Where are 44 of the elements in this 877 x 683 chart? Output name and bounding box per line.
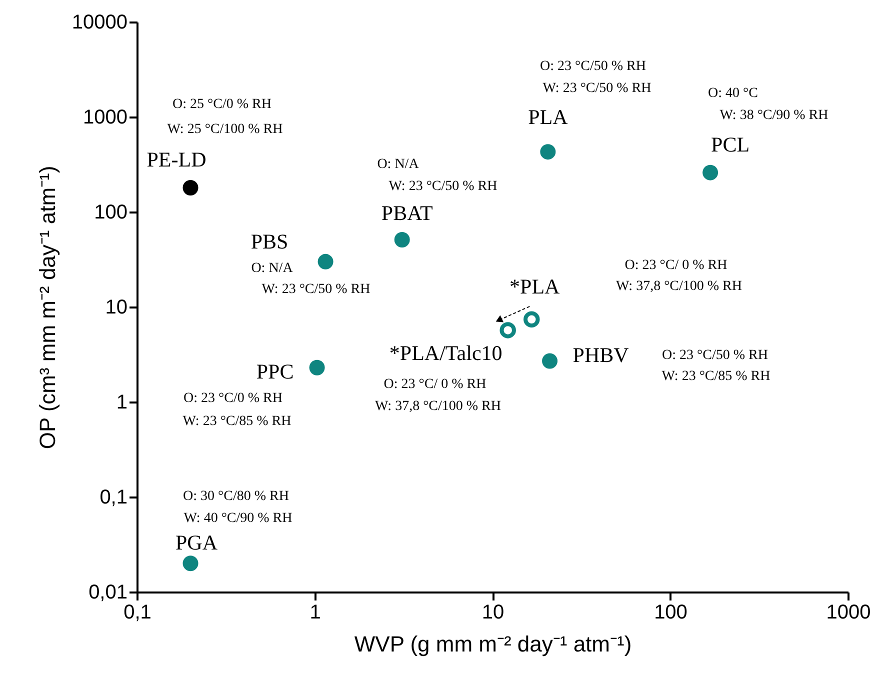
data-label: PLA — [528, 104, 569, 129]
data-label: *PLA/Talc10 — [389, 341, 502, 366]
data-label: PHBV — [572, 343, 629, 368]
annotation: W: 37,8 °C/100 % RH — [616, 279, 742, 294]
annotation: O: 23 °C/ 0 % RH — [384, 377, 486, 392]
data-label: PCL — [711, 132, 750, 157]
annotation: O: 23 °C/0 % RH — [184, 391, 282, 406]
data-label: PBAT — [381, 200, 433, 225]
annotation: W: 25 °C/100 % RH — [167, 122, 283, 137]
x-axis-title: WVP (g mm m⁻² day⁻¹ atm⁻¹) — [354, 632, 632, 656]
annotation: O: 23 °C/ 0 % RH — [624, 258, 728, 273]
x-tick-label: 10 — [482, 602, 504, 624]
y-tick-label: 10000 — [72, 12, 128, 34]
data-label: PE-LD — [146, 148, 206, 172]
annotation: W: 23 °C/85 % RH — [662, 369, 770, 384]
y-tick-label: 10 — [105, 296, 128, 318]
annotation: W: 37,8 °C/100 % RH — [374, 399, 502, 414]
annotation: W: 23 °C/50 % RH — [388, 179, 498, 194]
data-label: PGA — [176, 530, 218, 554]
data-label: PPC — [256, 360, 294, 384]
y-tick-label: 0,01 — [88, 582, 128, 604]
annotation: O: N/A — [251, 261, 294, 276]
data-label: *PLA — [510, 274, 561, 298]
annotation: O: N/A — [377, 157, 420, 172]
x-tick-label: 1 — [310, 602, 321, 624]
annotation: O: 40 °C — [708, 86, 758, 101]
annotation: W: 23 °C/50 % RH — [262, 282, 370, 297]
y-tick-label: 0,1 — [100, 486, 128, 508]
annotation: O: 23 °C/50 % RH — [540, 59, 646, 74]
annotation: O: 30 °C/80 % RH — [183, 489, 289, 504]
y-axis-title: OP (cm³ mm m⁻² day⁻¹ atm⁻¹) — [34, 166, 60, 450]
x-tick-label: 0,1 — [124, 602, 152, 624]
annotation: W: 23 °C/85 % RH — [182, 414, 292, 429]
annotation: W: 23 °C/50 % RH — [542, 81, 652, 96]
annotation: W: 40 °C/90 % RH — [184, 511, 292, 526]
y-tick-label: 1 — [116, 392, 128, 414]
annotation: W: 38 °C/90 % RH — [720, 108, 828, 123]
annotation: O: 25 °C/0 % RH — [172, 97, 272, 112]
data-label: PBS — [250, 230, 288, 254]
x-tick-label: 100 — [654, 602, 688, 624]
y-tick-label: 100 — [94, 202, 128, 224]
x-tick-label: 1000 — [826, 602, 871, 624]
y-tick-label: 1000 — [83, 106, 128, 128]
annotation: O: 23 °C/50 % RH — [662, 348, 768, 363]
